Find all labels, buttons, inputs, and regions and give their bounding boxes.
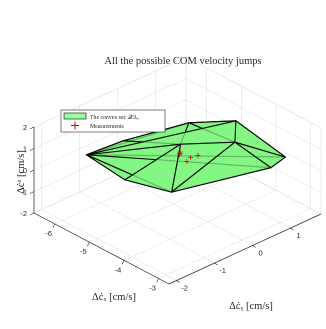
z-tick-label: 1: [23, 145, 27, 154]
grid-line-y-floor: [79, 191, 215, 264]
z-tick-mark: [29, 212, 35, 216]
y-tick-mark: [252, 245, 256, 248]
y-tick-mark: [214, 262, 218, 266]
measurement-point: [184, 159, 190, 164]
y-axis-line: [168, 213, 322, 285]
x-tick-mark: [52, 223, 56, 229]
z-tick-label: 2: [23, 123, 27, 132]
x-tick-label: -3: [149, 284, 156, 293]
legend: The convex set: 𝒳Δᵤ Measurements: [60, 109, 166, 133]
y-tick-label: -2: [181, 284, 188, 293]
y-tick-mark: [290, 227, 294, 231]
z-tick-mark: [29, 191, 35, 194]
y-tick-label: 1: [297, 231, 301, 240]
measurement-point: [188, 155, 194, 161]
x-tick-mark: [156, 278, 159, 283]
y-axis-label: Δċᵧ [cm/s]: [229, 301, 273, 312]
z-tick-label: 0: [23, 166, 27, 175]
chart-title: All the possible COM velocity jumps: [104, 56, 261, 67]
x-tick-mark: [121, 260, 125, 265]
legend-hull-label: The convex set: 𝒳Δᵤ: [90, 114, 139, 121]
x-tick-label: -5: [80, 247, 87, 256]
grid-line-x-floor: [123, 190, 277, 261]
legend-box: [60, 109, 166, 133]
x-tick-label: -4: [115, 265, 122, 274]
grid-line-z-right: [185, 56, 322, 129]
z-tick-mark: [29, 169, 35, 173]
measurement-point: [177, 152, 183, 158]
z-tick-mark: [29, 126, 35, 130]
hull-face: [124, 143, 182, 193]
y-tick-mark: [176, 280, 180, 283]
x-tick-mark: [87, 241, 90, 247]
grid-line-y-floor: [41, 209, 177, 281]
measurement-points: [177, 149, 201, 164]
legend-measurement-label: Measurements: [90, 124, 125, 130]
y-tick-label: -1: [219, 266, 226, 275]
hull-face: [171, 141, 272, 193]
z-tick-label: -2: [20, 209, 27, 218]
z-tick-label: -1: [20, 188, 27, 197]
axis-lines: [29, 126, 322, 285]
x-axis-line: [33, 212, 170, 285]
measurement-point: [195, 153, 201, 158]
x-tick-label: -6: [45, 229, 52, 238]
measurement-point: [177, 149, 183, 155]
grid-line-z-right: [185, 78, 322, 150]
z-axis-label: Δċᶻ [cm/s]: [16, 150, 27, 194]
legend-measurement-marker: [71, 121, 79, 130]
y-tick-label: 0: [259, 249, 263, 258]
grid-line-y-floor: [117, 174, 253, 246]
grid-line-z-left: [33, 56, 187, 128]
grid-line-x-floor: [158, 208, 311, 279]
tick-labels: -6 -5 -4 -3 -2 -1 0 1 -2 -1 0 1 2: [20, 123, 300, 293]
grid-line-x-floor: [89, 171, 242, 243]
legend-hull-swatch: [63, 112, 87, 120]
z-tick-mark: [29, 148, 35, 151]
x-axis-label: Δċₓ [cm/s]: [92, 292, 136, 303]
